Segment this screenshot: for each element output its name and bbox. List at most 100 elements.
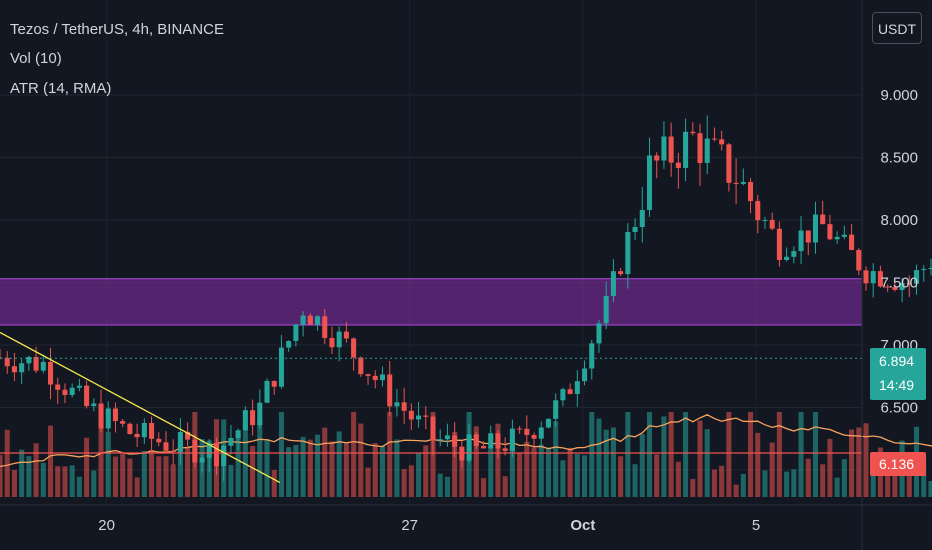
- candle-body: [459, 446, 465, 461]
- candle-body: [517, 428, 523, 430]
- candle-body: [531, 434, 537, 439]
- candle-body: [358, 357, 364, 375]
- volume-bar: [820, 464, 826, 497]
- volume-bar: [538, 444, 544, 497]
- volume-bar: [683, 412, 689, 497]
- volume-bar: [55, 466, 61, 497]
- candles: [0, 115, 932, 481]
- candle-body: [545, 418, 551, 428]
- candle-body: [55, 384, 61, 390]
- candle-body: [76, 385, 82, 388]
- volume-bar: [603, 429, 609, 497]
- candle-body: [625, 232, 631, 275]
- volume-bar: [517, 452, 523, 497]
- candle-body: [322, 316, 328, 338]
- volume-bar: [480, 478, 487, 497]
- candle-body: [495, 433, 501, 449]
- candle-body: [293, 324, 299, 342]
- candle-body: [257, 402, 263, 426]
- volume-bar: [257, 420, 263, 497]
- y-tick-label: 9.000: [880, 87, 918, 104]
- candle-body: [242, 410, 248, 431]
- candle-body: [47, 361, 54, 385]
- volume-bar: [675, 461, 681, 497]
- y-tick-label: 8.000: [880, 212, 918, 229]
- volume-bar: [423, 445, 429, 497]
- candle-body: [199, 457, 205, 463]
- volume-bar: [416, 453, 422, 497]
- volume-bar: [849, 429, 855, 497]
- volume-bar: [250, 445, 256, 497]
- volume-bar: [704, 429, 710, 497]
- candle-body: [466, 434, 472, 461]
- candle-body: [582, 368, 588, 382]
- candle-body: [776, 228, 782, 260]
- candle-body: [387, 374, 393, 407]
- candle-body: [755, 201, 761, 221]
- candle-body: [26, 356, 32, 364]
- volume-bar: [812, 412, 819, 497]
- volume-bar: [105, 431, 111, 497]
- volume-bar: [351, 412, 357, 497]
- volume-bar: [127, 458, 133, 497]
- volume-bar: [762, 470, 768, 497]
- candle-body: [84, 385, 90, 407]
- candle-body: [567, 389, 573, 394]
- candle-body: [170, 450, 176, 452]
- candle-body: [213, 443, 220, 467]
- candle-body: [805, 230, 811, 243]
- candle-body: [69, 387, 75, 395]
- volume-bar: [589, 412, 595, 497]
- candle-body: [430, 416, 436, 441]
- candle-body: [632, 227, 638, 233]
- candle-body: [394, 402, 400, 407]
- candle-body: [307, 315, 313, 325]
- candle-body: [11, 366, 17, 373]
- candle-body: [870, 271, 876, 284]
- candle-body: [98, 403, 104, 429]
- volume-bar: [856, 427, 862, 497]
- volume-bar: [286, 447, 292, 497]
- volume-bar: [156, 456, 162, 497]
- candle-body: [863, 270, 869, 284]
- candle-body: [646, 155, 653, 210]
- y-tick-label: 7.500: [880, 275, 918, 292]
- candle-body: [740, 181, 746, 184]
- candle-body: [711, 138, 717, 140]
- candle-body: [841, 234, 847, 237]
- candle-body: [250, 410, 256, 426]
- candle-body: [719, 139, 725, 145]
- candle-body: [812, 214, 819, 243]
- volume-bar: [531, 447, 537, 497]
- atr-indicator-label[interactable]: ATR (14, RMA): [10, 80, 112, 97]
- volume-bar: [141, 450, 147, 497]
- candle-body: [885, 286, 891, 288]
- currency-button[interactable]: USDT: [872, 12, 922, 44]
- candle-body: [610, 271, 616, 296]
- volume-bar: [343, 442, 349, 497]
- volume-bar: [437, 473, 443, 497]
- candle-body: [271, 380, 277, 387]
- volume-bar: [11, 469, 17, 497]
- volume-bar: [488, 447, 494, 497]
- candle-body: [488, 433, 494, 449]
- candle-body: [704, 138, 710, 163]
- volume-indicator-label[interactable]: Vol (10): [10, 50, 62, 67]
- symbol-title[interactable]: Tezos / TetherUS, 4h, BINANCE: [10, 21, 224, 38]
- bar-countdown: 14:49: [879, 377, 915, 393]
- y-tick-label: 6.500: [880, 400, 918, 417]
- volume-bar: [711, 469, 717, 497]
- volume-bar: [553, 421, 559, 497]
- volume-bar: [163, 456, 169, 497]
- candle-body: [921, 268, 927, 271]
- candle-body: [791, 251, 797, 257]
- volume-bar: [358, 423, 364, 497]
- volume-bar: [379, 446, 386, 497]
- candle-body: [235, 430, 241, 438]
- volume-bar: [625, 412, 631, 497]
- volume-bar: [444, 476, 450, 497]
- candle-body: [690, 131, 696, 134]
- volume-bar: [574, 454, 580, 497]
- candle-body: [19, 363, 25, 373]
